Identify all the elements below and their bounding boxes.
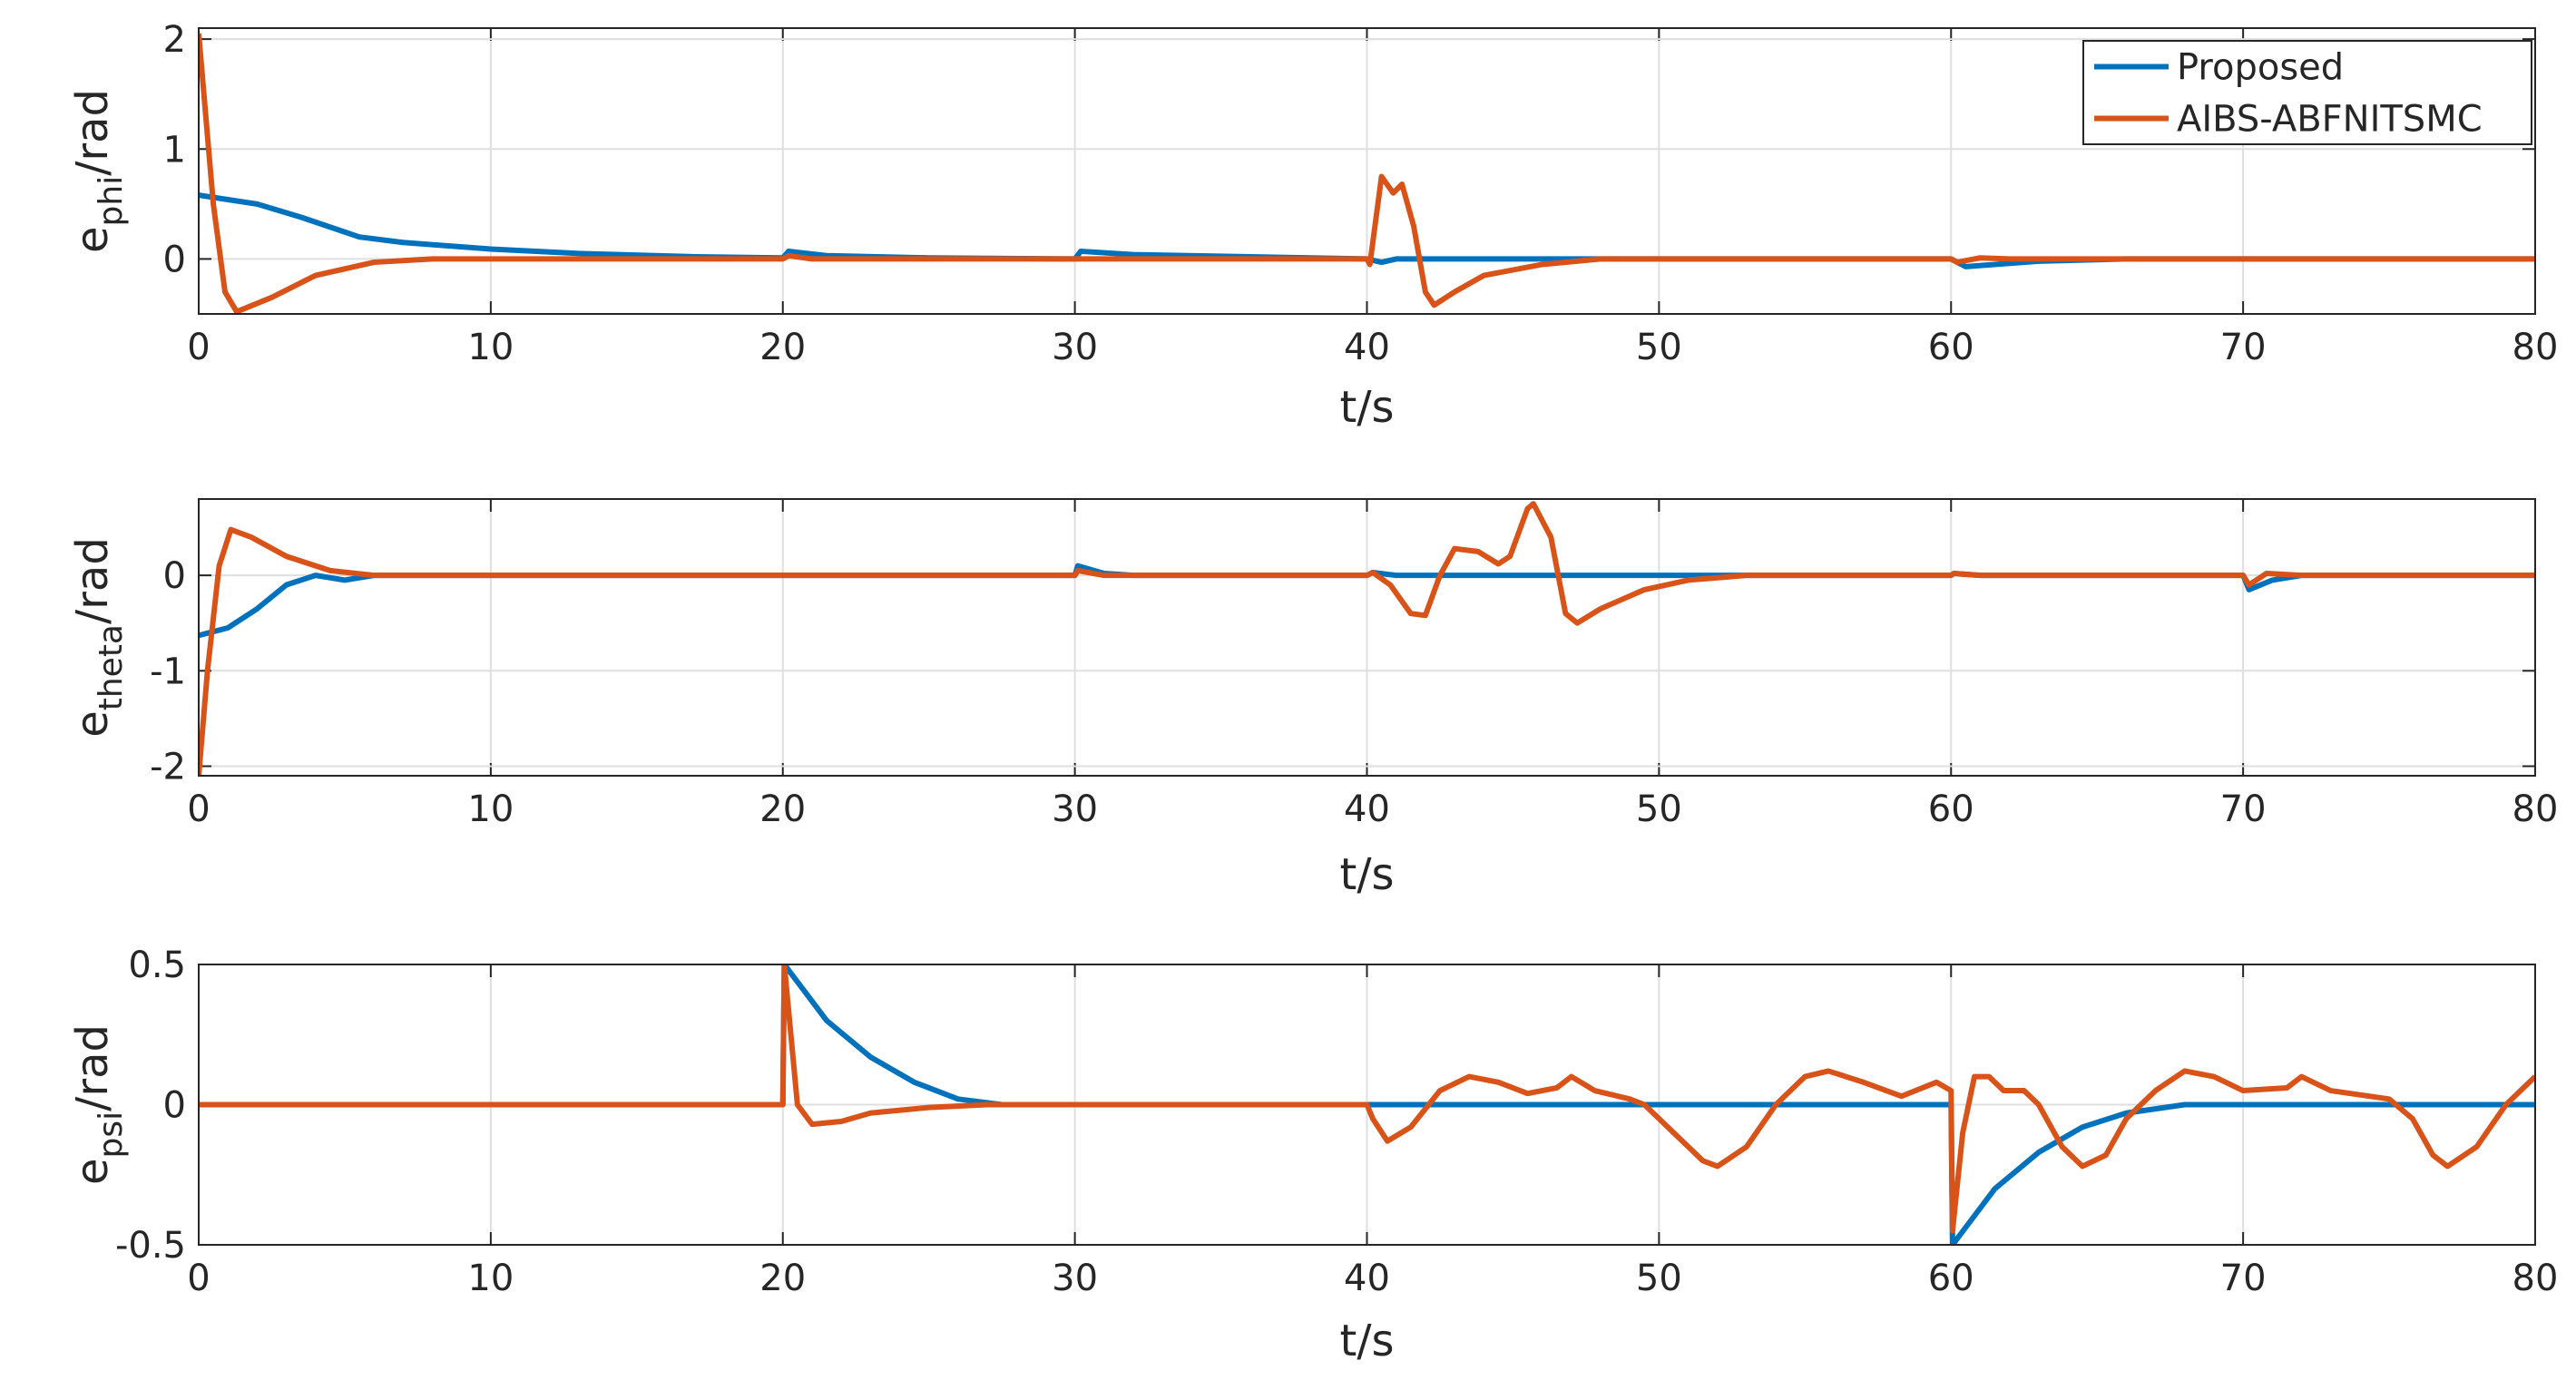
y-tick-label: 0	[163, 555, 186, 597]
legend-label: Proposed	[2177, 47, 2344, 89]
x-tick-label: 0	[187, 327, 210, 368]
x-tick-label: 40	[1344, 788, 1390, 830]
x-tick-label: 80	[2512, 788, 2559, 830]
x-tick-label: 30	[1052, 327, 1098, 368]
x-tick-label: 10	[467, 788, 514, 830]
y-label-sub: theta	[93, 624, 130, 710]
series-line	[199, 501, 2535, 776]
y-label-sub: phi	[93, 176, 130, 227]
y-label-main: e	[67, 710, 118, 738]
x-tick-label: 20	[759, 327, 806, 368]
x-tick-label: 60	[1928, 327, 1974, 368]
subplot: 0 10 20 30 40 50 60 70 80 0 1 2 t/s ephi/rad Proposed A…	[67, 19, 2558, 433]
x-tick-label: 10	[467, 1258, 514, 1299]
y-axis-label: epsi/rad	[67, 1024, 130, 1185]
subplot: 0 10 20 30 40 50 60 70 80 -2 -1 0 t/s etheta/rad	[67, 498, 2559, 900]
y-label-main: e	[67, 226, 118, 253]
y-axis-label: etheta/rad	[67, 537, 130, 738]
y-tick-label: 1	[163, 129, 186, 171]
x-tick-label: 40	[1344, 327, 1390, 368]
x-tick-label: 30	[1052, 788, 1098, 830]
x-tick-label: 60	[1928, 1258, 1974, 1299]
y-tick-label: -2	[150, 746, 186, 788]
x-tick-label: 0	[187, 788, 210, 830]
y-tick-label: 0	[163, 1085, 186, 1127]
y-label-unit: /rad	[67, 89, 118, 176]
axes-box	[198, 498, 2536, 777]
legend-label: AIBS-ABFNITSMC	[2177, 99, 2483, 141]
x-tick-label: 30	[1052, 1258, 1098, 1299]
series-line	[199, 33, 2535, 314]
axes-box	[198, 27, 2536, 315]
y-label-sub: psi	[93, 1111, 130, 1159]
series-line	[199, 964, 2535, 1234]
x-tick-label: 60	[1928, 788, 1974, 830]
y-tick-label: 0	[163, 239, 186, 280]
x-tick-label: 50	[1636, 1258, 1682, 1299]
y-label-unit: /rad	[67, 537, 118, 624]
legend-box	[2082, 40, 2532, 145]
y-label-main: e	[67, 1158, 118, 1185]
x-tick-label: 50	[1636, 788, 1682, 830]
y-axis-label: ephi/rad	[67, 89, 130, 253]
x-tick-label: 10	[467, 327, 514, 368]
x-tick-label: 70	[2220, 788, 2267, 830]
x-tick-label: 20	[759, 1258, 806, 1299]
y-tick-label: -0.5	[115, 1225, 186, 1267]
x-axis-label: t/s	[1340, 849, 1395, 900]
x-tick-label: 80	[2512, 327, 2559, 368]
x-tick-label: 40	[1344, 1258, 1390, 1299]
x-tick-label: 70	[2220, 1258, 2267, 1299]
y-tick-label: 0.5	[128, 945, 186, 986]
x-axis-label: t/s	[1340, 382, 1395, 433]
y-tick-label: -1	[150, 651, 186, 692]
y-tick-label: 2	[163, 19, 186, 61]
y-label-unit: /rad	[67, 1024, 118, 1111]
x-tick-label: 70	[2220, 327, 2267, 368]
x-tick-label: 0	[187, 1258, 210, 1299]
x-tick-label: 50	[1636, 327, 1682, 368]
series-line	[199, 964, 2535, 1245]
axes-box	[198, 964, 2536, 1246]
x-tick-label: 80	[2512, 1258, 2559, 1299]
x-tick-label: 20	[759, 788, 806, 830]
x-axis-label: t/s	[1340, 1316, 1395, 1366]
